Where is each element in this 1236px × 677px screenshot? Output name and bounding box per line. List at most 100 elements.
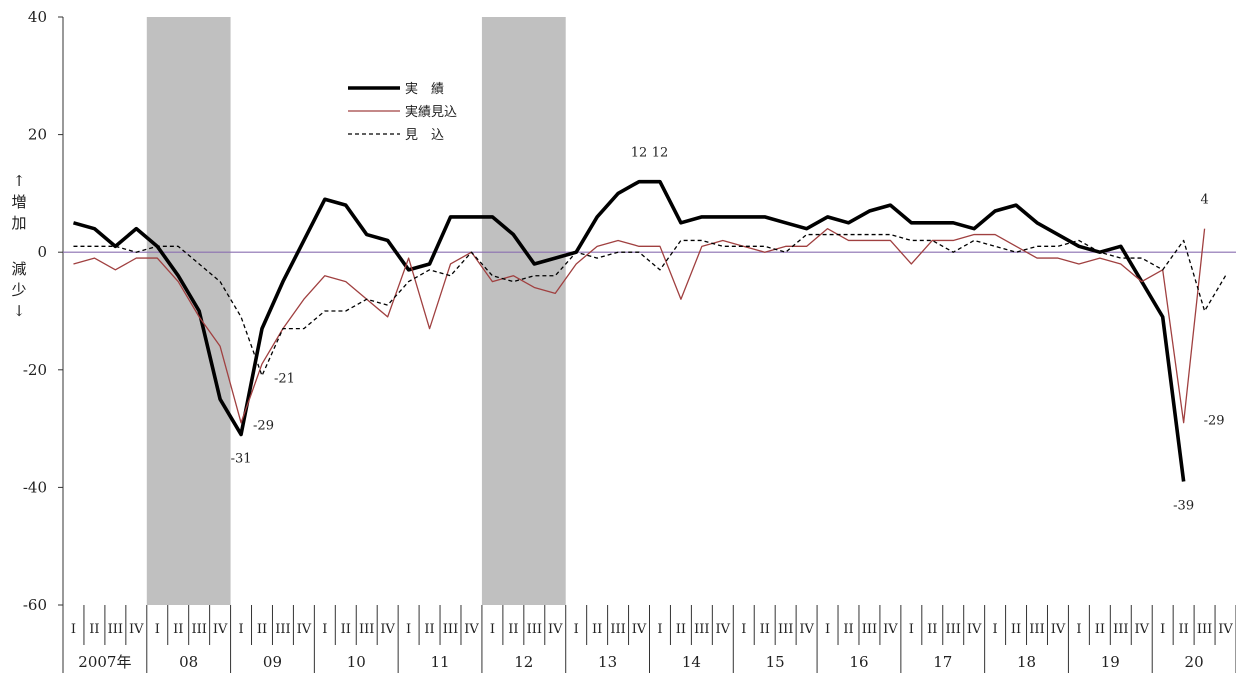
- data-label: 12: [652, 146, 669, 161]
- y-axis-caption-char: 少: [11, 281, 26, 299]
- quarter-label: III: [1197, 622, 1212, 637]
- quarter-label: I: [322, 622, 327, 637]
- series-line-estimated-actual: [73, 228, 1206, 424]
- y-tick-label: 20: [28, 126, 47, 144]
- quarter-label: I: [741, 622, 746, 637]
- quarter-label: III: [778, 622, 793, 637]
- quarter-label: III: [191, 622, 206, 637]
- series-line-forecast: [73, 233, 1227, 377]
- shaded-band-2: [481, 17, 566, 605]
- quarter-label: II: [927, 622, 937, 637]
- quarter-label: II: [760, 622, 770, 637]
- data-label: -21: [274, 372, 295, 387]
- recession-shading: [146, 17, 566, 605]
- series-line-actual: [72, 179, 1186, 482]
- y-axis-caption-char: 増: [11, 193, 26, 211]
- quarter-label: II: [173, 622, 183, 637]
- year-label: 18: [1017, 653, 1036, 671]
- quarter-label: I: [155, 622, 160, 637]
- year-label: 10: [347, 653, 366, 671]
- data-label: 4: [1200, 193, 1208, 208]
- year-label: 13: [598, 653, 617, 671]
- quarter-label: IV: [632, 622, 647, 637]
- quarter-label: I: [909, 622, 914, 637]
- legend-label: 見 込: [405, 128, 444, 143]
- quarter-label: II: [508, 622, 518, 637]
- year-label: 12: [514, 653, 533, 671]
- quarter-label: I: [825, 622, 830, 637]
- data-label: -29: [1204, 414, 1225, 429]
- quarter-label: IV: [464, 622, 479, 637]
- quarter-label: III: [610, 622, 625, 637]
- quarter-label: I: [1160, 622, 1165, 637]
- quarter-label: I: [238, 622, 243, 637]
- quarter-label: III: [108, 622, 123, 637]
- y-tick-label: 0: [37, 243, 47, 261]
- y-tick-label: -20: [23, 361, 47, 379]
- quarter-label: III: [1113, 622, 1128, 637]
- shaded-band-1: [146, 17, 231, 605]
- quarter-label: III: [275, 622, 290, 637]
- y-tick-label: -60: [23, 596, 47, 614]
- quarter-label: IV: [1134, 622, 1149, 637]
- quarter-label: II: [843, 622, 853, 637]
- legend-label: 実 績: [405, 81, 444, 97]
- legend-label: 実績見込: [405, 104, 457, 120]
- quarter-label: II: [1178, 622, 1188, 637]
- quarter-label: IV: [129, 622, 144, 637]
- quarter-label: I: [657, 622, 662, 637]
- quarter-label: I: [406, 622, 411, 637]
- quarter-label: III: [527, 622, 542, 637]
- data-label: -29: [253, 419, 274, 434]
- quarter-label: III: [443, 622, 458, 637]
- y-axis-caption-char: ↓: [13, 302, 26, 320]
- quarter-label: IV: [297, 622, 312, 637]
- y-axis-caption-char: 加: [11, 214, 26, 232]
- year-label: 08: [179, 653, 198, 671]
- quarter-label: II: [592, 622, 602, 637]
- quarter-label: II: [1095, 622, 1105, 637]
- data-label: -31: [231, 451, 252, 466]
- year-label: 15: [766, 653, 785, 671]
- quarter-label: II: [341, 622, 351, 637]
- quarter-label: I: [71, 622, 76, 637]
- quarter-label: I: [1076, 622, 1081, 637]
- quarter-label: IV: [883, 622, 898, 637]
- quarter-label: II: [257, 622, 267, 637]
- quarter-label: I: [490, 622, 495, 637]
- quarter-label: III: [694, 622, 709, 637]
- axes: [58, 16, 1236, 673]
- data-label: -39: [1173, 499, 1194, 514]
- quarter-label: IV: [1051, 622, 1066, 637]
- quarter-label: II: [89, 622, 99, 637]
- quarter-label: I: [993, 622, 998, 637]
- year-label: 19: [1101, 653, 1120, 671]
- y-tick-label: -40: [23, 478, 47, 496]
- series-lines: [72, 179, 1227, 482]
- quarter-label: I: [574, 622, 579, 637]
- quarter-label: IV: [799, 622, 814, 637]
- x-axis-labels: I II III IV I II III IV I II III IV I II III IV I II III IV…: [71, 622, 1233, 671]
- quarter-label: IV: [548, 622, 563, 637]
- data-label: 12: [631, 146, 648, 161]
- quarter-label: III: [1029, 622, 1044, 637]
- quarter-label: II: [424, 622, 434, 637]
- quarter-label: III: [946, 622, 961, 637]
- quarter-label: IV: [213, 622, 228, 637]
- quarter-label: II: [676, 622, 686, 637]
- y-tick-label: 40: [28, 8, 47, 26]
- year-label: 17: [933, 653, 952, 671]
- quarter-label: III: [862, 622, 877, 637]
- year-label: 11: [430, 653, 449, 671]
- quarter-label: IV: [967, 622, 982, 637]
- y-axis-caption-char: ↑: [13, 172, 26, 190]
- year-label: 14: [682, 653, 701, 671]
- quarter-label: IV: [716, 622, 731, 637]
- quarter-label: IV: [1218, 622, 1233, 637]
- year-label: 20: [1185, 653, 1204, 671]
- quarter-label: III: [359, 622, 374, 637]
